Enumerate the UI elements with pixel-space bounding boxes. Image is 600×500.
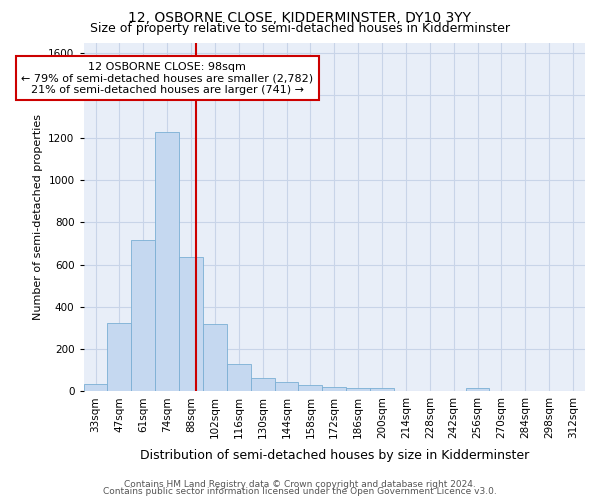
Bar (370, 388, 394, 392)
Text: Contains HM Land Registry data © Crown copyright and database right 2024.: Contains HM Land Registry data © Crown c… (124, 480, 476, 489)
Bar (251, 378, 275, 392)
Text: 12 OSBORNE CLOSE: 98sqm
← 79% of semi-detached houses are smaller (2,782)
21% of: 12 OSBORNE CLOSE: 98sqm ← 79% of semi-de… (21, 62, 313, 94)
Y-axis label: Number of semi-detached properties: Number of semi-detached properties (33, 114, 43, 320)
Bar (83, 384, 107, 392)
X-axis label: Distribution of semi-detached houses by size in Kidderminster: Distribution of semi-detached houses by … (140, 450, 529, 462)
Text: Size of property relative to semi-detached houses in Kidderminster: Size of property relative to semi-detach… (90, 22, 510, 35)
Bar (322, 387, 346, 392)
Bar (275, 382, 298, 392)
Text: 12, OSBORNE CLOSE, KIDDERMINSTER, DY10 3YY: 12, OSBORNE CLOSE, KIDDERMINSTER, DY10 3… (128, 11, 472, 25)
Bar (227, 364, 251, 392)
Bar (107, 322, 131, 392)
Bar (203, 324, 227, 392)
Bar (466, 388, 490, 392)
Bar (346, 388, 370, 392)
Bar (179, 257, 203, 392)
Bar (131, 240, 155, 392)
Bar (155, 132, 179, 392)
Text: Contains public sector information licensed under the Open Government Licence v3: Contains public sector information licen… (103, 487, 497, 496)
Bar (298, 385, 322, 392)
